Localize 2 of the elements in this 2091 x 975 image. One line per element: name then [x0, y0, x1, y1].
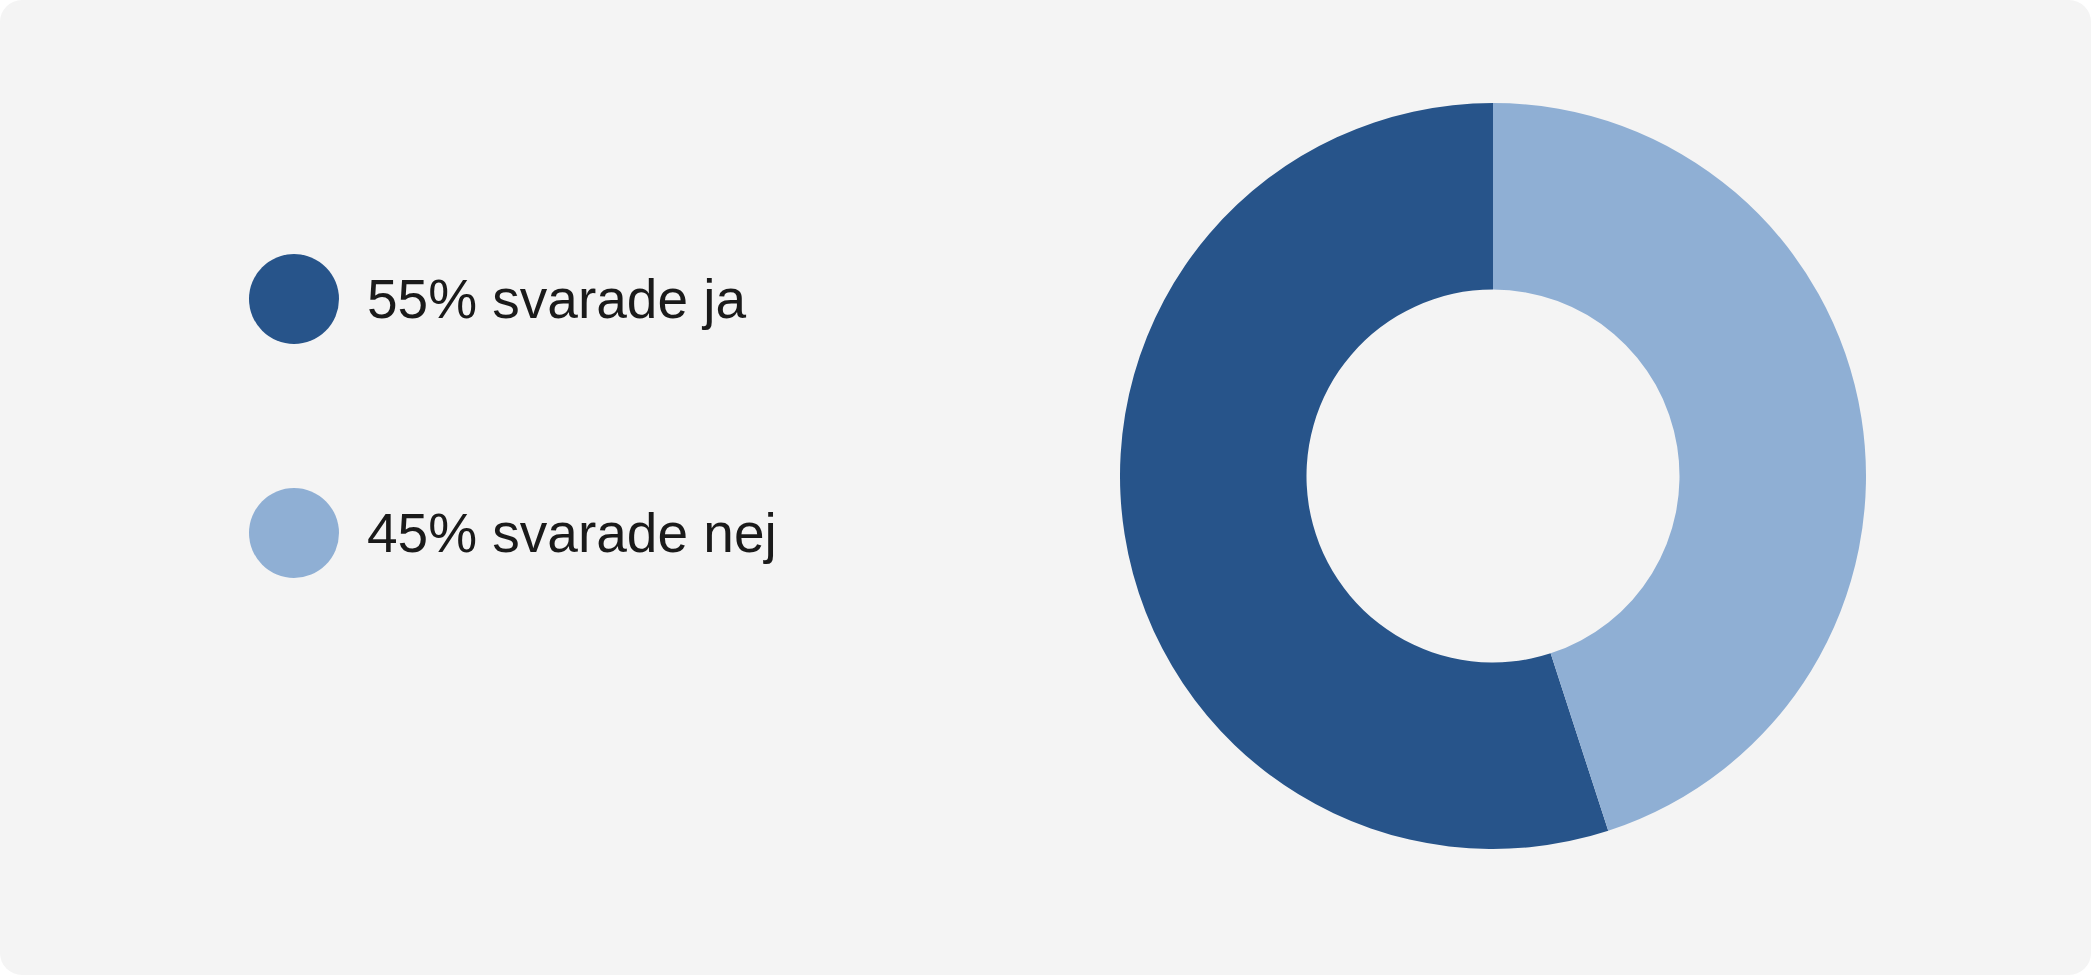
- legend-label: 55% svarade ja: [367, 267, 747, 331]
- legend-label: 45% svarade nej: [367, 501, 777, 565]
